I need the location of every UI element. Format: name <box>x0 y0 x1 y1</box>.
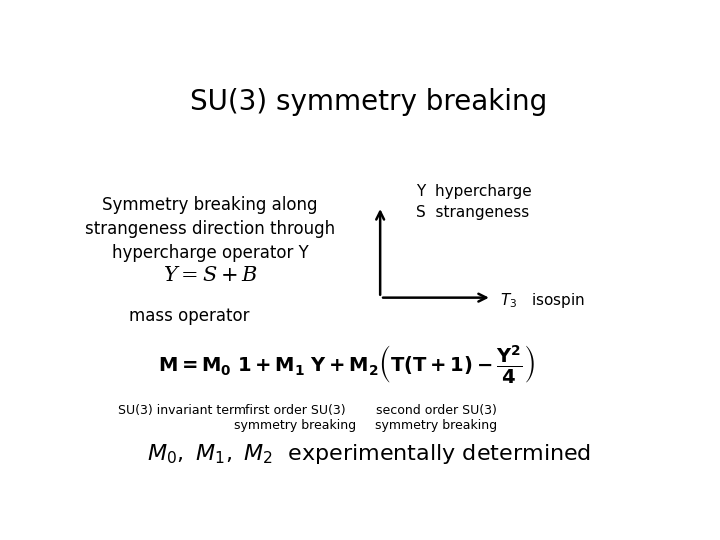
Text: Symmetry breaking along: Symmetry breaking along <box>102 196 318 214</box>
Text: $M_0,\ M_1,\ M_2$  experimentally determined: $M_0,\ M_1,\ M_2$ experimentally determi… <box>147 442 591 465</box>
Text: SU(3) symmetry breaking: SU(3) symmetry breaking <box>190 87 548 116</box>
Text: hypercharge operator Y: hypercharge operator Y <box>112 244 308 262</box>
Text: strangeness direction through: strangeness direction through <box>85 220 335 238</box>
Text: $T_3$   isospin: $T_3$ isospin <box>500 292 585 310</box>
Text: second order SU(3)
symmetry breaking: second order SU(3) symmetry breaking <box>375 404 497 431</box>
Text: S  strangeness: S strangeness <box>416 205 530 220</box>
Text: mass operator: mass operator <box>129 307 250 326</box>
Text: $Y = S + B$: $Y = S + B$ <box>163 265 258 285</box>
Text: Y  hypercharge: Y hypercharge <box>416 184 532 199</box>
Text: SU(3) invariant term: SU(3) invariant term <box>118 404 246 417</box>
Text: $\mathbf{M = M_0\ {\bf 1} + M_1\ Y + M_2}\left(\mathbf{T(T+1) - \dfrac{Y^2}{4}}\: $\mathbf{M = M_0\ {\bf 1} + M_1\ Y + M_2… <box>158 343 535 385</box>
Text: first order SU(3)
symmetry breaking: first order SU(3) symmetry breaking <box>234 404 356 431</box>
